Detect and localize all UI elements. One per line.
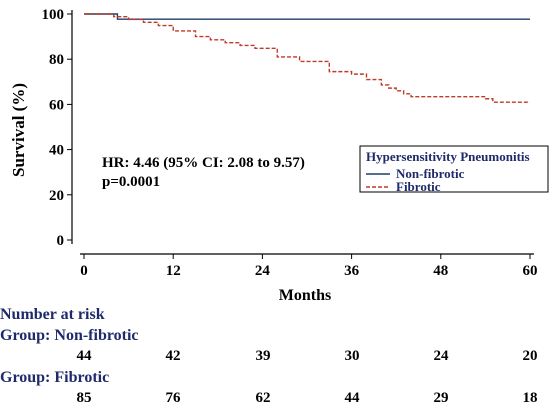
hazard-ratio-annotation: HR: 4.46 (95% CI: 2.08 to 9.57) [102, 155, 305, 171]
y-axis-label: Survival (%) [9, 83, 28, 177]
risk-cell: 44 [344, 390, 360, 406]
y-tick-label: 20 [49, 188, 64, 204]
x-axis-label: Months [279, 287, 331, 304]
x-tick-label: 24 [255, 263, 271, 279]
x-tick-label: 36 [344, 263, 360, 279]
y-tick-label: 0 [57, 233, 65, 249]
risk-group-label-fibrotic: Group: Fibrotic [0, 369, 110, 386]
risk-row-non-fibrotic: 44 42 39 30 24 20 [0, 348, 550, 366]
risk-cell: 30 [344, 348, 360, 364]
series-layer [84, 13, 530, 103]
y-tick-label: 40 [49, 143, 64, 159]
y-tick-label: 60 [49, 97, 64, 113]
km-chart: Survival (%) Months 0 20 40 60 80 100 0 12 24 36 4… [9, 7, 549, 304]
risk-cell: 42 [165, 348, 181, 364]
risk-table-title: Number at risk [0, 306, 105, 323]
series-line-non-fibrotic [84, 13, 530, 20]
legend-label-fibrotic: Fibrotic [396, 179, 441, 194]
risk-group-label-non-fibrotic: Group: Non-fibrotic [0, 327, 139, 344]
risk-cell: 20 [522, 348, 538, 364]
risk-cell: 76 [165, 390, 181, 406]
risk-cell: 62 [255, 390, 271, 406]
risk-cell: 18 [522, 390, 538, 406]
legend-box [359, 145, 549, 193]
x-tick-label: 0 [80, 263, 88, 279]
legend: Hypersensitivity Pneumonitis Non-fibroti… [359, 145, 549, 194]
risk-cell: 39 [255, 348, 271, 364]
x-tick-label: 12 [166, 263, 181, 279]
p-value-annotation: p=0.0001 [102, 174, 160, 190]
legend-label-non-fibrotic: Non-fibrotic [396, 166, 465, 181]
legend-title: Hypersensitivity Pneumonitis [366, 149, 530, 164]
risk-cell: 85 [76, 390, 92, 406]
series-line-fibrotic [84, 13, 530, 103]
y-tick-label: 100 [42, 7, 65, 23]
axes: 0 20 40 60 80 100 0 12 24 36 48 60 [42, 7, 538, 279]
risk-row-fibrotic: 85 76 62 44 29 18 [0, 390, 550, 408]
risk-cell: 29 [433, 390, 449, 406]
x-tick-label: 60 [523, 263, 538, 279]
risk-cell: 44 [76, 348, 92, 364]
x-tick-label: 48 [433, 263, 448, 279]
y-tick-label: 80 [49, 52, 64, 68]
risk-cell: 24 [433, 348, 449, 364]
